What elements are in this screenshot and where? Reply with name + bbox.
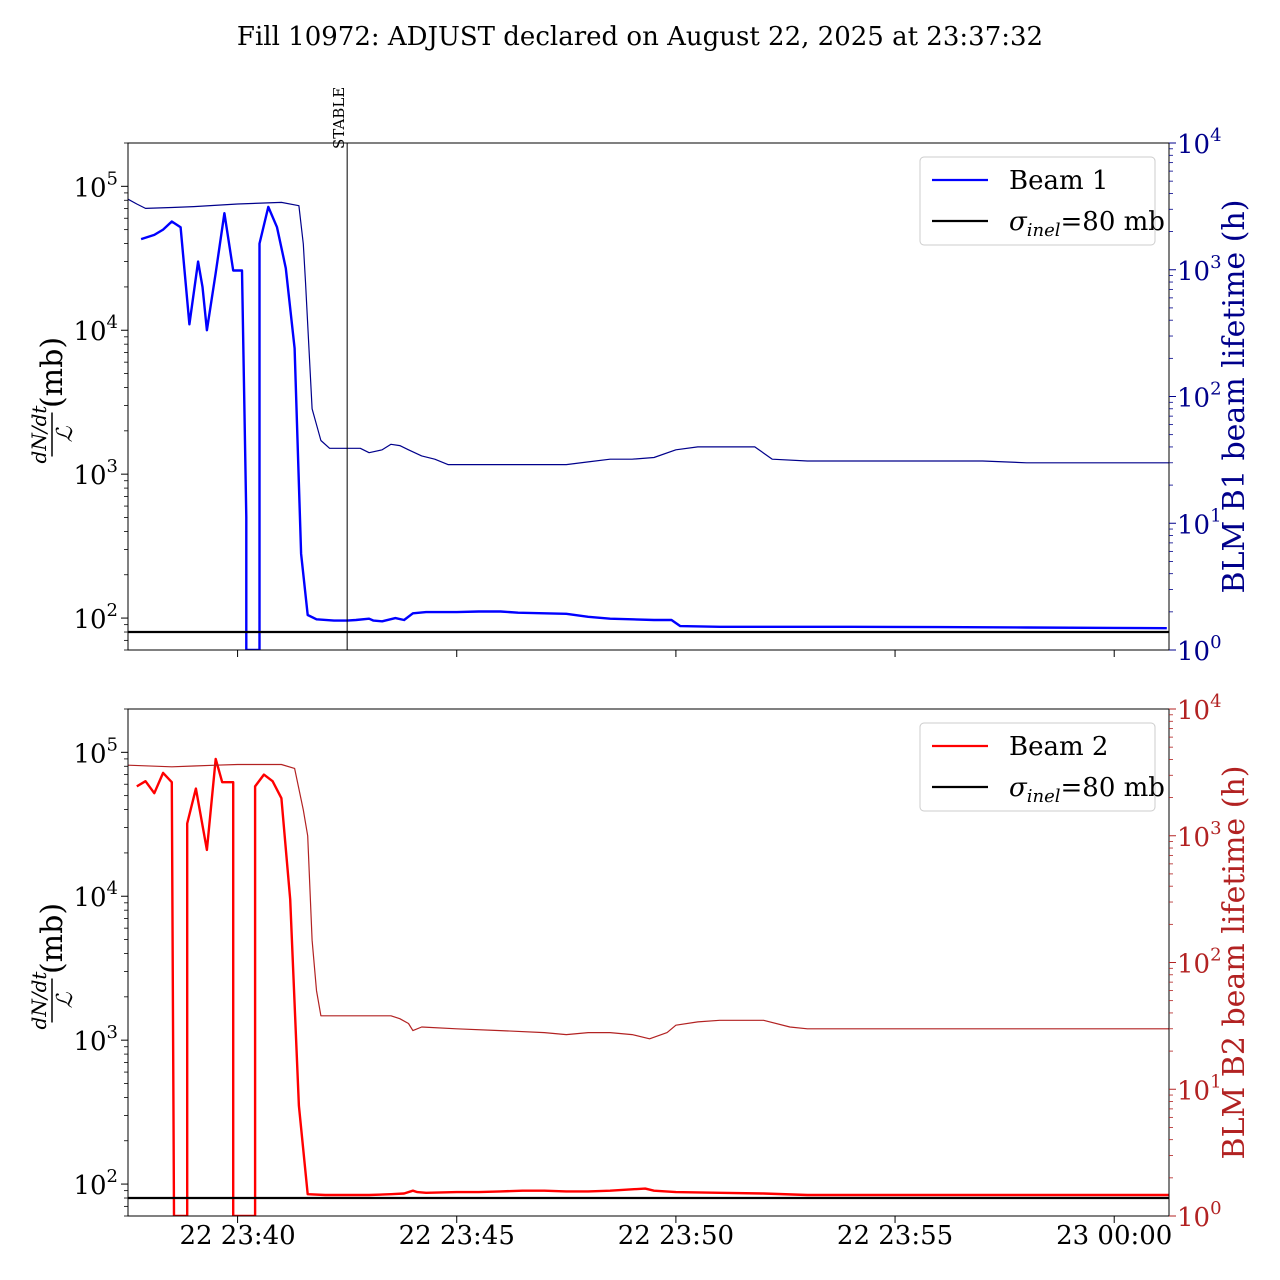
y-tick-label: 102 [73, 600, 118, 635]
y-tick-label: 105 [73, 168, 118, 203]
right-y-axis-label: BLM B1 beam lifetime (h) [1217, 200, 1252, 594]
legend: Beam 2 σinel=80 mb [919, 722, 1165, 812]
lifetime-series-line [128, 198, 1169, 466]
y-tick-label: 102 [73, 1166, 118, 1201]
right-y-tick-label: 103 [1177, 252, 1222, 287]
y-label-unit: (mb) [35, 337, 70, 408]
x-tick-label: 22 23:50 [618, 1221, 734, 1251]
series-group [128, 757, 1169, 1216]
right-y-tick-label: 103 [1177, 818, 1222, 853]
stable-annotation: STABLE [330, 87, 348, 149]
right-y-tick-label: 101 [1177, 505, 1222, 540]
series-line [136, 757, 1169, 1216]
panel-1: 102 103 104 105 100 101 102 103 104 BLM B1 beam l… [27, 87, 1252, 667]
right-y-tick-label: 104 [1177, 691, 1222, 726]
y-label-numerator: dN/dt [27, 971, 51, 1030]
y-label-denominator: ℒ [53, 991, 78, 1008]
right-y-tick-label: 100 [1177, 632, 1222, 667]
legend-entry: σinel=80 mb [1009, 207, 1165, 241]
series-group [128, 198, 1169, 650]
y-label-denominator: ℒ [53, 425, 78, 442]
right-y-tick-label: 101 [1177, 1071, 1222, 1106]
x-tick-label: 23 00:00 [1056, 1221, 1172, 1251]
lifetime-series-line [128, 763, 1169, 1040]
right-y-axis-label: BLM B2 beam lifetime (h) [1217, 766, 1252, 1160]
y-tick-label: 104 [73, 878, 118, 913]
legend: Beam 1 σinel=80 mb [919, 156, 1165, 246]
x-tick-label: 22 23:55 [837, 1221, 953, 1251]
legend-entry: Beam 1 [1009, 166, 1108, 196]
right-y-tick-label: 102 [1177, 379, 1222, 414]
right-y-tick-label: 104 [1177, 125, 1222, 160]
x-tick-label: 22 23:40 [179, 1221, 295, 1251]
left-y-axis-label: dN/dt ℒ (mb) [27, 903, 78, 1029]
left-y-axis-label: dN/dt ℒ (mb) [27, 337, 78, 463]
panels: 102 103 104 105 100 101 102 103 104 BLM B1 beam l… [27, 87, 1252, 1251]
right-y-tick-label: 100 [1177, 1198, 1222, 1233]
series-line [140, 205, 1167, 650]
y-tick-label: 105 [73, 734, 118, 769]
y-tick-label: 104 [73, 312, 118, 347]
right-y-tick-label: 102 [1177, 945, 1222, 980]
chart-title: Fill 10972: ADJUST declared on August 22… [237, 22, 1043, 52]
x-tick-label: 22 23:45 [399, 1221, 515, 1251]
legend-entry: σinel=80 mb [1009, 773, 1165, 807]
panel-2: 102 103 104 105 100 101 102 103 104 BLM B2 beam l… [27, 691, 1252, 1251]
legend-entry: Beam 2 [1009, 732, 1108, 762]
y-tick-label: 103 [73, 456, 118, 491]
y-tick-label: 103 [73, 1022, 118, 1057]
y-label-unit: (mb) [35, 903, 70, 974]
y-label-numerator: dN/dt [27, 405, 51, 464]
